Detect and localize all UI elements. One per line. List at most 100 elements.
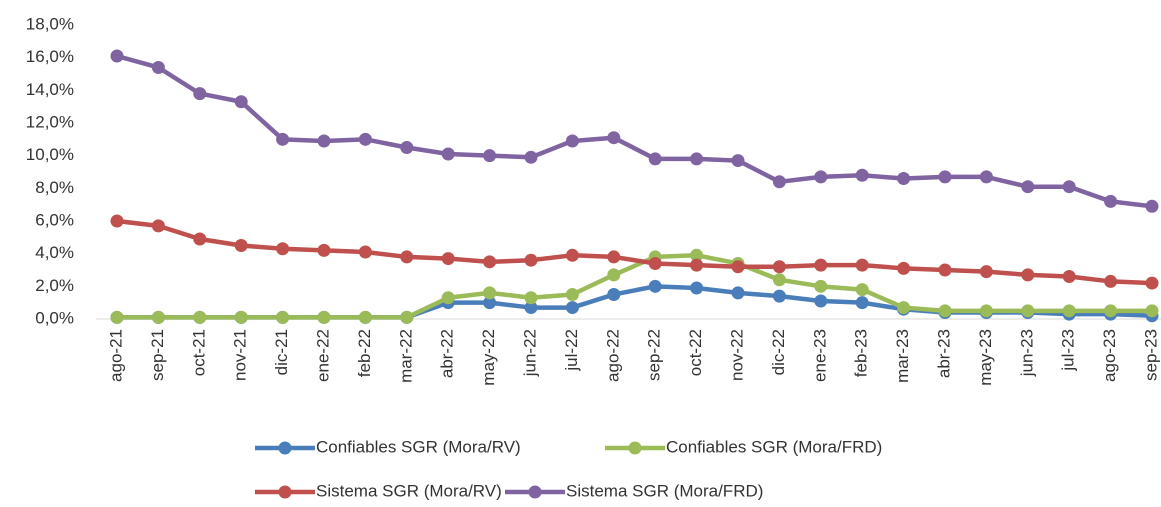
point bbox=[731, 286, 745, 300]
point bbox=[358, 132, 372, 146]
x-tick-label: may-22 bbox=[479, 329, 498, 386]
x-tick-label: sep-23 bbox=[1141, 329, 1160, 381]
y-tick-label: 12,0% bbox=[26, 112, 74, 131]
point bbox=[565, 134, 579, 148]
legend-marker bbox=[528, 485, 542, 499]
point bbox=[317, 243, 331, 257]
legend-label: Confiables SGR (Mora/FRD) bbox=[666, 437, 882, 456]
point bbox=[607, 250, 621, 264]
x-tick-label: ago-23 bbox=[1100, 329, 1119, 382]
point bbox=[193, 310, 207, 324]
x-tick-label: feb-23 bbox=[852, 329, 871, 377]
point bbox=[897, 261, 911, 275]
x-tick-label: ago-22 bbox=[603, 329, 622, 382]
point bbox=[1021, 304, 1035, 318]
point bbox=[731, 154, 745, 168]
legend-marker bbox=[278, 485, 292, 499]
point bbox=[855, 296, 869, 310]
point bbox=[565, 301, 579, 315]
series-line bbox=[116, 218, 1153, 286]
point bbox=[524, 253, 538, 267]
point bbox=[607, 268, 621, 282]
point bbox=[690, 248, 704, 262]
x-tick-label: jul-22 bbox=[562, 329, 581, 372]
point bbox=[607, 288, 621, 301]
point bbox=[1021, 268, 1035, 282]
point bbox=[855, 283, 869, 297]
point bbox=[483, 296, 497, 310]
legend-label: Sistema SGR (Mora/FRD) bbox=[566, 481, 763, 500]
point bbox=[1104, 274, 1118, 288]
point bbox=[648, 256, 662, 270]
point bbox=[358, 310, 372, 324]
point bbox=[772, 289, 786, 303]
x-tick-label: feb-22 bbox=[355, 329, 374, 377]
point bbox=[979, 265, 993, 279]
point bbox=[317, 310, 331, 324]
y-tick-label: 14,0% bbox=[26, 80, 74, 99]
x-tick-label: may-23 bbox=[976, 329, 995, 386]
point bbox=[938, 263, 952, 277]
point bbox=[690, 152, 704, 166]
point bbox=[1104, 304, 1118, 318]
point bbox=[110, 49, 124, 63]
x-tick-label: jun-22 bbox=[520, 329, 539, 377]
legend-marker bbox=[278, 441, 292, 455]
point bbox=[317, 134, 331, 148]
x-tick-label: mar-23 bbox=[893, 329, 912, 383]
point bbox=[772, 260, 786, 274]
point bbox=[151, 219, 165, 233]
point bbox=[897, 301, 911, 315]
point bbox=[1145, 304, 1159, 318]
point bbox=[690, 258, 704, 272]
point bbox=[1062, 304, 1076, 318]
point bbox=[897, 172, 911, 186]
point bbox=[441, 291, 455, 305]
point bbox=[441, 147, 455, 161]
point bbox=[483, 149, 497, 163]
point bbox=[483, 286, 497, 300]
point bbox=[607, 131, 621, 145]
point bbox=[276, 242, 290, 256]
y-tick-label: 8,0% bbox=[35, 178, 74, 197]
point bbox=[276, 310, 290, 324]
point bbox=[524, 291, 538, 305]
point bbox=[1145, 276, 1159, 290]
x-tick-label: abr-22 bbox=[438, 329, 457, 378]
point bbox=[276, 132, 290, 146]
y-tick-label: 0,0% bbox=[35, 308, 74, 327]
point bbox=[1104, 194, 1118, 208]
point bbox=[648, 279, 662, 293]
point bbox=[814, 170, 828, 184]
x-tick-label: nov-22 bbox=[727, 329, 746, 381]
point bbox=[855, 258, 869, 272]
y-tick-label: 6,0% bbox=[35, 210, 74, 229]
point bbox=[358, 245, 372, 259]
point bbox=[938, 170, 952, 184]
point bbox=[772, 273, 786, 287]
point bbox=[979, 170, 993, 184]
point bbox=[441, 252, 455, 266]
point bbox=[400, 310, 414, 324]
point bbox=[110, 214, 124, 228]
point bbox=[814, 294, 828, 308]
point bbox=[1145, 199, 1159, 213]
point bbox=[400, 141, 414, 154]
point bbox=[1062, 180, 1076, 194]
x-tick-label: ago-21 bbox=[106, 329, 125, 382]
series-line bbox=[116, 53, 1153, 209]
x-tick-label: ene-22 bbox=[313, 329, 332, 382]
x-tick-label: oct-22 bbox=[686, 329, 705, 376]
legend-label: Sistema SGR (Mora/RV) bbox=[316, 481, 502, 500]
point bbox=[524, 150, 538, 164]
point bbox=[110, 310, 124, 324]
x-tick-label: oct-21 bbox=[189, 329, 208, 376]
y-tick-label: 18,0% bbox=[26, 14, 74, 33]
point bbox=[731, 260, 745, 274]
point bbox=[772, 175, 786, 189]
point bbox=[151, 310, 165, 324]
point bbox=[565, 288, 579, 301]
point bbox=[648, 152, 662, 166]
x-tick-label: dic-21 bbox=[272, 329, 291, 375]
x-tick-label: sep-21 bbox=[148, 329, 167, 381]
